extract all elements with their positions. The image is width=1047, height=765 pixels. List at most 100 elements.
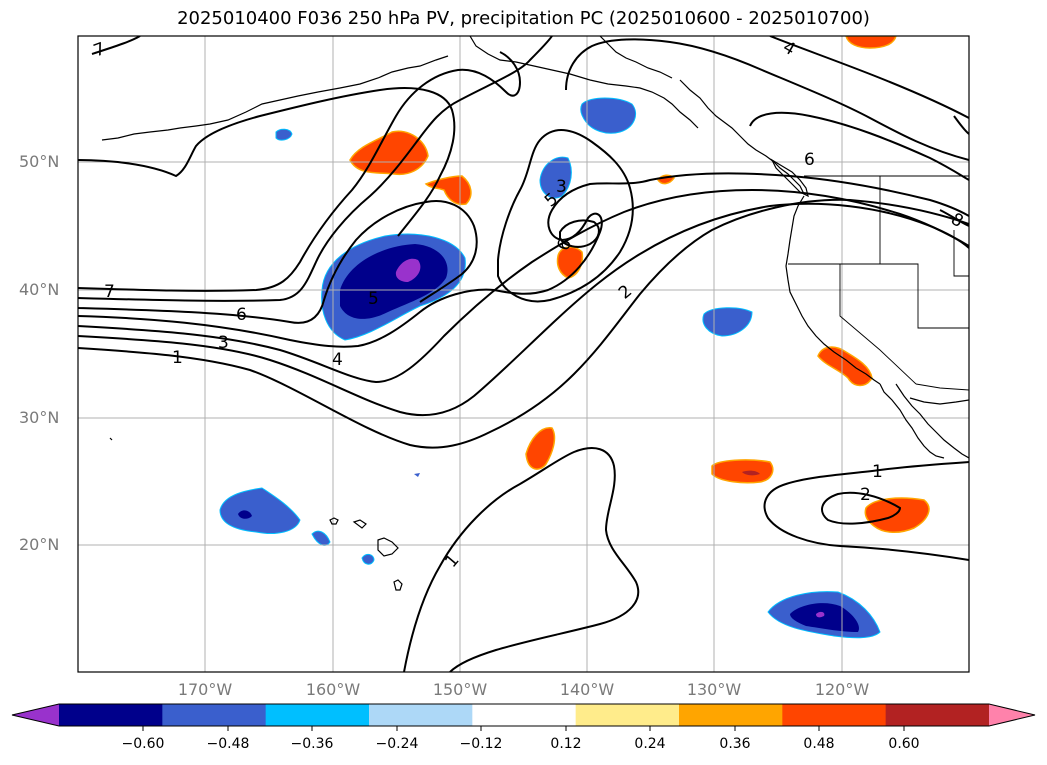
colorbar-tick-label: 0.48 [803,736,835,752]
pv-contour-west-arc [91,36,141,55]
contour-label: 6 [236,305,247,325]
colorbar-tick-label: 0.36 [719,736,751,752]
precip-negative-core [238,510,252,519]
colorbar-segment [885,704,990,726]
contour-label: 1 [872,462,883,482]
state-border [880,263,969,329]
mexico-border [915,383,969,391]
colorbar-segment [679,704,783,726]
lat-label: 20°N [19,535,60,554]
vancouver-island [770,158,809,198]
map-title: 2025010400 F036 250 hPa PV, precipitatio… [177,8,870,29]
colorbar [11,703,1036,731]
pv-contour-south-1 [403,447,640,672]
political-borders [788,175,969,391]
precip-negative-peak [816,611,825,618]
colorbar-tick-label: 0.24 [634,736,666,752]
colorbar-tick-label: −0.36 [290,736,334,752]
colorbar-segment [162,704,267,726]
colorbar-segment [59,704,163,726]
colorbar-segment [575,704,680,726]
pv-contour-east-2 [821,491,902,525]
colorbar-tick-label: 0.12 [550,736,582,752]
pv-contour-4 [78,172,969,348]
precip-negative-blob [580,97,636,134]
pv-contour-ne [769,36,969,119]
colorbar-tick-label: 0.60 [888,736,920,752]
baja-coast [879,383,945,459]
lon-label: 140°W [559,680,615,699]
colorbar-extend-min [12,704,59,726]
pv-contour-6-loop [559,219,600,248]
lat-label: 30°N [19,408,60,427]
lon-label: 170°W [177,680,233,699]
pv-contour-5-north [78,87,456,237]
precip-negative-blob [702,307,753,337]
pv-contour-east-1 [763,461,969,561]
colorbar-segment [369,704,473,726]
contour-label: 6 [804,150,815,170]
precip-negative-blob [219,487,301,534]
mexico-coast [909,397,969,405]
alaska-coast [469,36,699,129]
us-west-coast [785,195,881,385]
pv-contour-west-arc [953,115,969,135]
colorbar-segment [782,704,887,726]
contour-label: 5 [368,289,379,309]
contour-label: 7 [104,282,115,302]
precip-positive-blob [864,497,930,533]
alaska-coast [101,55,449,141]
colorbar-tick-label: −0.12 [459,736,503,752]
lat-label: 50°N [19,152,60,171]
colorbar-extend-max [989,704,1035,726]
hawaii-islands [352,519,367,529]
state-border [839,264,917,385]
pv-contour-2-loop [497,129,634,303]
precip-negative-blob [275,128,293,141]
contour-label: 3 [556,177,567,197]
pv-contour-7 [78,51,522,292]
colorbar-tick-label: −0.60 [121,736,165,752]
pv-contour-2 [78,202,969,417]
small-island [109,437,113,441]
pv-contour-3 [78,188,969,384]
lon-label: 130°W [686,680,742,699]
contour-label: 1 [172,348,183,368]
coastlines [101,36,969,591]
pv-contour-north-ridge-2 [749,111,969,181]
pv-contours [78,36,969,672]
lat-label: 40°N [19,280,60,299]
precip-negative-blob [311,530,331,546]
baja-coast [895,383,969,459]
precip-negative-blob [361,553,375,565]
lon-label: 120°W [814,680,870,699]
lon-label: 160°W [305,680,361,699]
precip-positive-core [742,470,760,476]
precip-positive-blob [845,36,897,49]
pv-contour-1 [78,198,969,449]
pv-contour-5 [78,200,478,324]
pv-contour-north-ridge [565,38,969,161]
hawaii-islands [377,537,399,557]
colorbar-tick-label: −0.24 [375,736,419,752]
lon-label: 150°W [432,680,488,699]
colorbar-segment [472,704,577,726]
map-frame [77,35,970,673]
precip-positive-blob [711,459,774,484]
colorbar-outline [11,703,1036,727]
hawaii-islands [393,579,403,591]
contour-label: 2 [860,485,871,505]
graticule [78,36,969,672]
precip-negative-blob [414,473,420,477]
pv-contour-west-arc [939,209,969,227]
colorbar-tick-label: −0.48 [206,736,250,752]
alaska-coast [599,36,673,79]
colorbar-segment [265,704,370,726]
precip-negative-peak [395,258,421,282]
precip-negative-core [340,244,448,319]
contour-label: 3 [218,333,229,353]
precip-positive-blob [525,427,556,470]
state-border [953,230,969,277]
hawaii-islands [329,517,339,525]
